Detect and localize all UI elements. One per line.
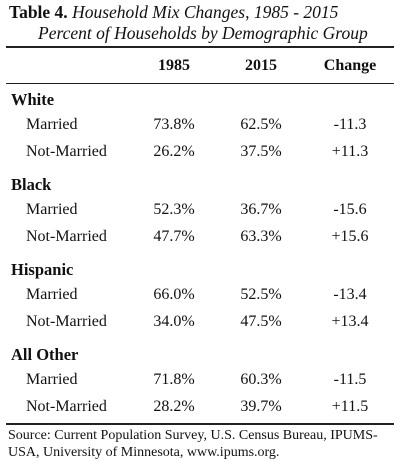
column-header-row: 1985 2015 Change: [0, 47, 400, 83]
value-change: +15.6: [331, 228, 369, 245]
row-label: Not-Married: [26, 143, 107, 160]
value-2015: 62.5%: [240, 116, 282, 133]
bottom-rule: [6, 423, 394, 425]
value-change: +13.4: [331, 313, 369, 330]
value-1985: 28.2%: [153, 398, 195, 415]
title-line: Table 4. Household Mix Changes, 1985 - 2…: [9, 2, 394, 23]
table-subtitle: Percent of Households by Demographic Gro…: [38, 23, 368, 43]
value-1985: 52.3%: [153, 201, 195, 218]
table-row: Married 71.8% 60.3% -11.5: [0, 371, 400, 398]
value-change: -13.4: [333, 286, 367, 303]
value-2015: 37.5%: [240, 143, 282, 160]
table-row: Married 66.0% 52.5% -13.4: [0, 286, 400, 313]
value-1985: 26.2%: [153, 143, 195, 160]
table-row: Not-Married 26.2% 37.5% +11.3: [0, 143, 400, 170]
row-label: Not-Married: [26, 228, 107, 245]
row-label: Not-Married: [26, 313, 107, 330]
group-hispanic: Hispanic Married 66.0% 52.5% -13.4 Not-M…: [0, 254, 400, 339]
table-body: White Married 73.8% 62.5% -11.3 Not-Marr…: [0, 84, 400, 424]
table-title-text: Household Mix Changes, 1985 - 2015: [72, 2, 339, 22]
value-change: -15.6: [333, 201, 367, 218]
row-label: Married: [26, 201, 78, 218]
table-number: Table 4.: [9, 2, 68, 22]
table-row: Not-Married 28.2% 39.7% +11.5: [0, 398, 400, 425]
group-label: Hispanic: [11, 260, 74, 279]
column-header-2015: 2015: [245, 57, 277, 74]
row-label: Married: [26, 371, 78, 388]
value-change: +11.5: [331, 398, 369, 415]
column-header-1985: 1985: [158, 57, 190, 74]
group-label: All Other: [11, 345, 79, 364]
table-row: Married 52.3% 36.7% -15.6: [0, 201, 400, 228]
value-change: -11.3: [333, 116, 367, 133]
source-note: Source: Current Population Survey, U.S. …: [8, 428, 378, 460]
group-black: Black Married 52.3% 36.7% -15.6 Not-Marr…: [0, 169, 400, 254]
header-rule: [6, 83, 394, 84]
column-header-change: Change: [323, 57, 377, 74]
row-label: Married: [26, 286, 78, 303]
table-row: Not-Married 34.0% 47.5% +13.4: [0, 313, 400, 340]
row-label: Not-Married: [26, 398, 107, 415]
value-1985: 34.0%: [153, 313, 195, 330]
value-2015: 39.7%: [240, 398, 282, 415]
value-2015: 52.5%: [240, 286, 282, 303]
value-1985: 66.0%: [153, 286, 195, 303]
table-row: Not-Married 47.7% 63.3% +15.6: [0, 228, 400, 255]
group-label: Black: [11, 175, 52, 194]
table-title: Table 4. Household Mix Changes, 1985 - 2…: [9, 2, 394, 44]
group-white: White Married 73.8% 62.5% -11.3 Not-Marr…: [0, 84, 400, 169]
row-label: Married: [26, 116, 78, 133]
value-1985: 71.8%: [153, 371, 195, 388]
top-rule: [6, 46, 394, 48]
group-all-other: All Other Married 71.8% 60.3% -11.5 Not-…: [0, 339, 400, 424]
value-2015: 47.5%: [240, 313, 282, 330]
value-2015: 36.7%: [240, 201, 282, 218]
value-change: +11.3: [331, 143, 369, 160]
group-label: White: [11, 90, 55, 109]
table-row: Married 73.8% 62.5% -11.3: [0, 116, 400, 143]
value-2015: 60.3%: [240, 371, 282, 388]
value-change: -11.5: [333, 371, 367, 388]
value-2015: 63.3%: [240, 228, 282, 245]
value-1985: 47.7%: [153, 228, 195, 245]
value-1985: 73.8%: [153, 116, 195, 133]
